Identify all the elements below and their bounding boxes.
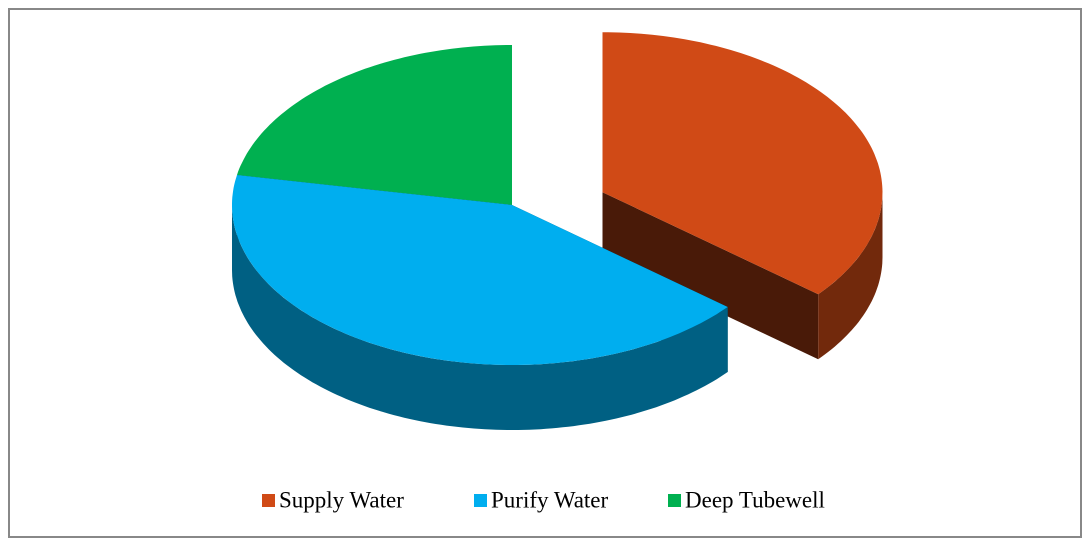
slice-side xyxy=(602,192,819,360)
slice xyxy=(237,45,512,205)
legend-label: Supply Water xyxy=(279,487,404,512)
legend-label: Purify Water xyxy=(491,487,609,512)
slice xyxy=(232,175,728,365)
legend-swatch xyxy=(668,494,681,507)
legend-swatch xyxy=(262,494,275,507)
legend-label: Deep Tubewell xyxy=(685,487,825,512)
slice-wall xyxy=(818,192,883,360)
slice xyxy=(602,32,883,295)
slice-wall xyxy=(232,205,728,430)
legend-swatch xyxy=(474,494,487,507)
